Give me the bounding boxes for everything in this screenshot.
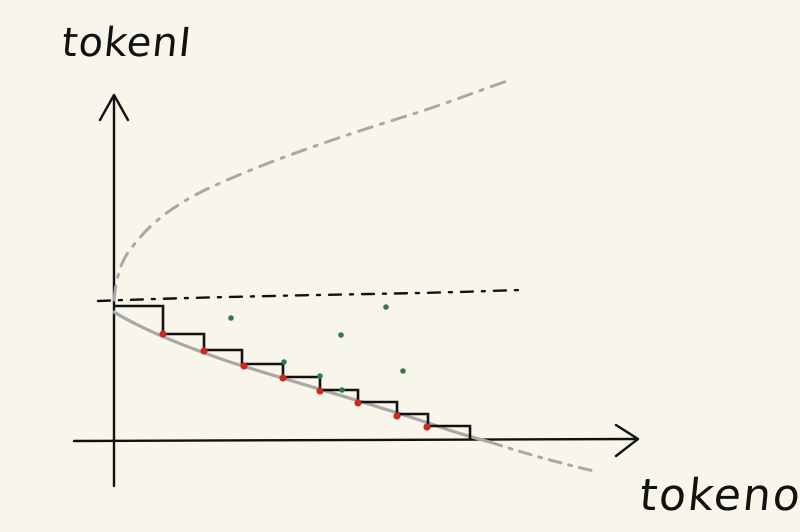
green-point	[317, 373, 323, 379]
axes	[72, 93, 640, 488]
red-point	[316, 387, 324, 395]
red-point	[240, 362, 248, 370]
red-point	[159, 330, 167, 338]
red-point	[354, 399, 362, 407]
green-point	[339, 387, 345, 393]
lower-gray-dashed-extension	[488, 440, 600, 474]
green-point	[228, 315, 234, 321]
horizontal-dashed-line	[96, 288, 522, 303]
red-points	[159, 330, 431, 431]
green-points	[228, 304, 406, 393]
red-point	[393, 412, 401, 420]
x-axis-arrowhead	[614, 423, 640, 458]
green-point	[338, 332, 344, 338]
green-point	[281, 359, 287, 365]
red-point	[423, 423, 431, 431]
y-axis-arrowhead	[98, 93, 130, 122]
green-point	[383, 304, 389, 310]
upper-gray-dashed-curve	[112, 78, 512, 302]
x-axis-line	[72, 437, 639, 443]
red-point	[200, 347, 208, 355]
green-point	[400, 368, 406, 374]
red-point	[279, 374, 287, 382]
